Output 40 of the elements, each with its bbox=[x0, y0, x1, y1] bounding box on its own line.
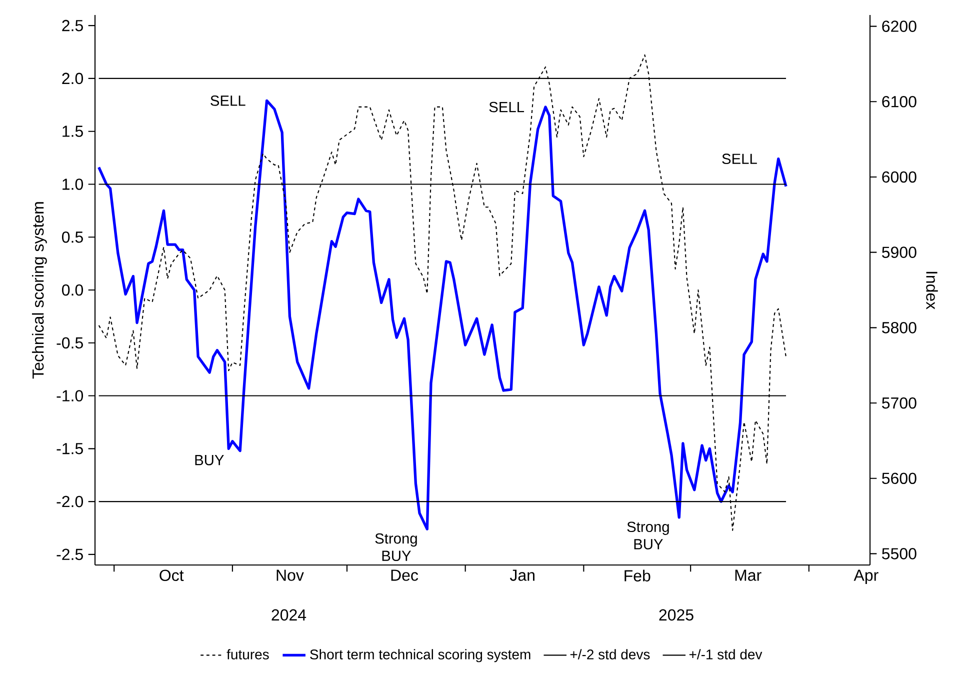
y-tick-label: 1.5 bbox=[62, 126, 83, 137]
legend-label: +/-1 std dev bbox=[689, 649, 762, 660]
annotation: SELL bbox=[722, 154, 757, 164]
y-tick-label: -1.5 bbox=[56, 443, 83, 454]
legend-label: +/-2 std devs bbox=[570, 649, 650, 660]
y2-tick-label: 6200 bbox=[882, 20, 916, 32]
x-tick-label: Apr bbox=[854, 570, 878, 584]
y2-tick-label: 6100 bbox=[882, 96, 916, 108]
y-axis-title: Technical scoring system bbox=[32, 202, 47, 379]
annotation: Strong BUY bbox=[627, 522, 669, 550]
annotation: SELL bbox=[489, 102, 524, 112]
y2-tick-label: 6000 bbox=[882, 171, 916, 183]
text: 2025 bbox=[659, 609, 694, 621]
y2-tick-label: 5900 bbox=[882, 246, 916, 258]
x-tick-label: Mar bbox=[735, 570, 762, 581]
y-tick-label: 0.0 bbox=[62, 284, 84, 296]
legend-label: futures bbox=[226, 649, 269, 660]
y2-tick-label: 5700 bbox=[882, 397, 916, 409]
y-tick-label: 1.0 bbox=[62, 178, 84, 190]
y-tick-label: -0.5 bbox=[56, 337, 83, 349]
annotation: SELL bbox=[210, 96, 246, 106]
text: 2024 bbox=[272, 609, 306, 621]
y2-tick-label: 5500 bbox=[882, 548, 916, 560]
y-tick-label: -2.0 bbox=[56, 496, 84, 508]
x-tick-label: Nov bbox=[276, 570, 304, 581]
y2-tick-label: 5600 bbox=[882, 472, 916, 484]
legend-label: Short term technical scoring system bbox=[310, 649, 530, 662]
y-tick-label: -2.5 bbox=[56, 548, 83, 560]
y2-axis-title: Index bbox=[926, 272, 938, 310]
x-tick-label: Dec bbox=[391, 570, 418, 581]
x-tick-label: Feb bbox=[624, 570, 650, 582]
annotation: BUY bbox=[195, 455, 224, 466]
y2-tick-label: 5800 bbox=[882, 322, 916, 334]
y-tick-label: -1.0 bbox=[56, 390, 84, 402]
annotation: Strong BUY bbox=[375, 533, 417, 562]
x-tick-label: Jan bbox=[510, 570, 534, 581]
y-tick-label: 2.0 bbox=[62, 72, 84, 84]
y-tick-label: 2.5 bbox=[62, 20, 83, 32]
x-tick-label: Oct bbox=[160, 570, 184, 582]
y-tick-label: 0.5 bbox=[62, 231, 83, 243]
